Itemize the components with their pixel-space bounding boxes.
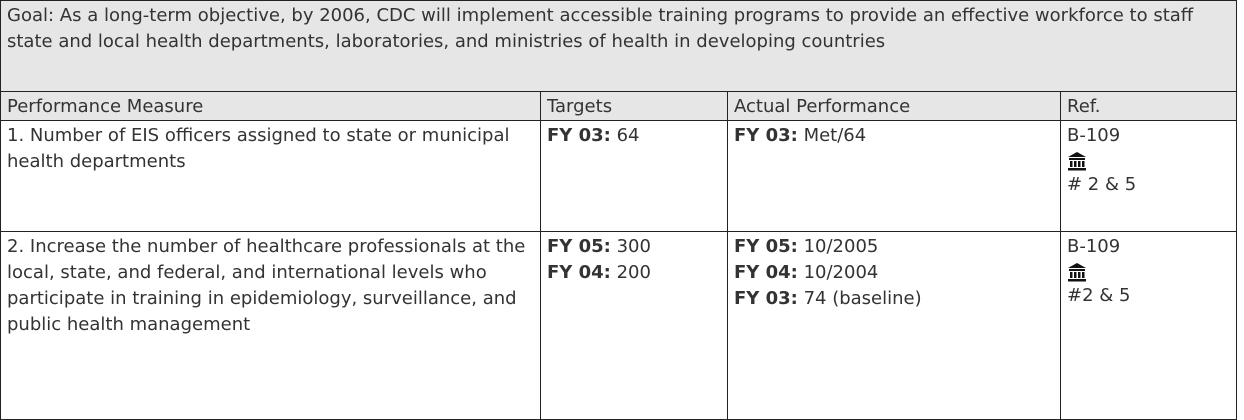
measure: 2. Increase the number of healthcare pro… [0, 231, 541, 420]
goal: Goal: As a long-term objective, by 2006,… [0, 0, 1238, 92]
entry-value: 200 [616, 262, 651, 283]
entry-value: 64 [616, 125, 640, 146]
row: 2. Increase the number of healthcare pro… [0, 231, 1238, 420]
ref-code: B-109 [1067, 125, 1121, 146]
entry-label: FY 05: [734, 236, 798, 257]
actual-cell: FY 05: 10/2005 FY 04: 10/2004 FY 03: 74 (b… [727, 231, 1061, 420]
entry: FY 05: 10/2005 [734, 234, 1054, 260]
measure: 1. Number of EIS officers assigned to st… [0, 120, 541, 232]
entry: FY 04: 10/2004 [734, 260, 1054, 286]
entry: FY 03: Met/64 [734, 123, 1054, 149]
ref-note: #2 & 5 [1067, 285, 1131, 306]
entry-value: Met/64 [803, 125, 867, 146]
ref-code: B-109 [1067, 236, 1121, 257]
entry-label: FY 03: [734, 125, 798, 146]
row: 1. Number of EIS officers assigned to st… [0, 120, 1238, 232]
entry: FY 03: 74 (baseline) [734, 286, 1054, 312]
ref-cell: B-109 #2 & 5 [1059, 231, 1238, 420]
entry-value: 10/2005 [803, 236, 879, 257]
entry-label: FY 03: [734, 288, 798, 309]
entry-label: FY 05: [547, 236, 611, 257]
header-cell: Performance Measure [0, 91, 541, 121]
actual-cell: FY 03: Met/64 [727, 120, 1061, 232]
header-cell: Ref. [1059, 91, 1238, 121]
header-cell: Actual Performance [727, 91, 1061, 121]
building-icon [1068, 263, 1086, 282]
targets-cell: FY 03: 64 [540, 120, 728, 232]
building-icon [1068, 152, 1086, 171]
entry-label: FY 03: [547, 125, 611, 146]
entry: FY 03: 64 [547, 123, 721, 149]
ref-cell: B-109 # 2 & 5 [1059, 120, 1238, 232]
entry-label: FY 04: [734, 262, 798, 283]
ref-note: # 2 & 5 [1067, 174, 1137, 195]
entry: FY 04: 200 [547, 260, 721, 286]
entry-label: FY 04: [547, 262, 611, 283]
entry-value: 300 [616, 236, 651, 257]
entry: FY 05: 300 [547, 234, 721, 260]
entry-value: 74 (baseline) [803, 288, 922, 309]
targets-cell: FY 05: 300 FY 04: 200 [540, 231, 728, 420]
entry-value: 10/2004 [803, 262, 879, 283]
header-cell: Targets [540, 91, 728, 121]
